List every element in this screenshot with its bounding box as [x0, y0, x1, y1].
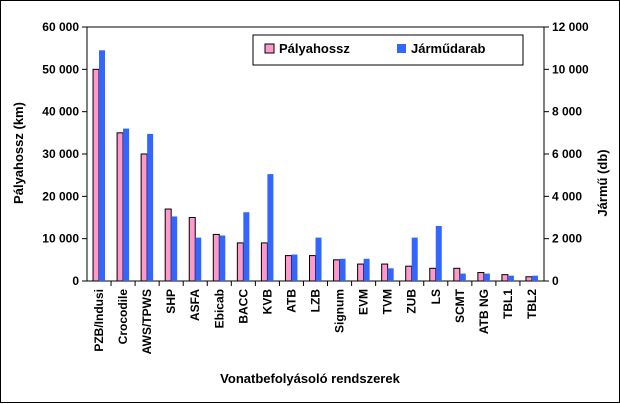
- legend-swatch-palyahossz: [264, 43, 275, 54]
- x-tick-label: EVM: [357, 289, 371, 315]
- bar-palyahossz: [140, 153, 148, 282]
- x-tick-label: Crocodile: [116, 289, 130, 345]
- bar-jarmudarab: [435, 225, 442, 281]
- legend-swatch-jarmudarab: [397, 44, 406, 53]
- y-tick-label-right: 2 000: [552, 232, 582, 246]
- bar-jarmudarab: [243, 212, 250, 281]
- x-tick-label: SCMT: [453, 288, 467, 323]
- bar-palyahossz: [453, 267, 461, 282]
- x-tick-label: PZB/Indusi: [92, 289, 106, 352]
- bar-jarmudarab: [123, 128, 130, 281]
- x-tick-label: Signum: [333, 289, 347, 333]
- legend: Pályahossz Járműdarab: [252, 34, 524, 66]
- x-tick-label: AWS/TPWS: [140, 289, 154, 354]
- bar-jarmudarab: [459, 273, 466, 281]
- bar-jarmudarab: [387, 268, 394, 281]
- x-tick-label: TBL1: [501, 289, 515, 319]
- bar-palyahossz: [405, 265, 413, 282]
- x-tick-label: LS: [429, 289, 443, 304]
- y-tick-label-left: 10 000: [42, 232, 79, 246]
- legend-label-jarmudarab: Járműdarab: [411, 41, 485, 56]
- bar-palyahossz: [477, 272, 485, 282]
- bar-jarmudarab: [147, 133, 154, 281]
- bar-palyahossz: [309, 255, 316, 282]
- y-tick-label-right: 4 000: [552, 189, 582, 203]
- bar-jarmudarab: [171, 216, 178, 281]
- x-tick-label: ASFA: [188, 289, 202, 321]
- y-tick-label-right: 12 000: [552, 20, 589, 34]
- bar-jarmudarab: [195, 237, 202, 281]
- x-tick-label: SHP: [164, 289, 178, 314]
- y-tick-label-right: 0: [552, 274, 559, 288]
- bar-palyahossz: [188, 217, 196, 282]
- bar-jarmudarab: [363, 258, 370, 281]
- bar-palyahossz: [357, 263, 365, 282]
- x-tick-label: ATB NG: [477, 289, 491, 334]
- bar-palyahossz: [429, 267, 437, 282]
- y-tick-label-left: 60 000: [42, 20, 79, 34]
- bar-palyahossz: [501, 274, 509, 282]
- bar-palyahossz: [284, 255, 292, 282]
- bar-jarmudarab: [267, 174, 274, 281]
- bar-palyahossz: [92, 68, 100, 282]
- y-tick-label-left: 40 000: [42, 105, 79, 119]
- x-tick-label: TBL2: [525, 289, 539, 319]
- bar-palyahossz: [260, 242, 268, 282]
- legend-label-palyahossz: Pályahossz: [279, 41, 350, 56]
- bar-jarmudarab: [315, 237, 322, 281]
- legend-box: [252, 34, 524, 66]
- y-tick-label-left: 50 000: [42, 62, 79, 76]
- bar-palyahossz: [381, 263, 389, 282]
- bar-jarmudarab: [99, 50, 106, 282]
- bar-jarmudarab: [411, 237, 418, 281]
- x-tick-label: ATB: [284, 289, 298, 313]
- bar-jarmudarab: [483, 273, 490, 281]
- bar-palyahossz: [212, 233, 220, 282]
- x-tick-label: ZUB: [405, 289, 419, 314]
- x-axis-title: Vonatbefolyásoló rendszerek: [220, 371, 400, 386]
- y-tick-label-left: 0: [72, 274, 79, 288]
- bar-palyahossz: [525, 276, 533, 282]
- bar-jarmudarab: [507, 275, 514, 281]
- y-axis-title-right: Jármű (db): [595, 149, 610, 216]
- y-tick-label-left: 20 000: [42, 189, 79, 203]
- bar-jarmudarab: [339, 258, 346, 281]
- bar-palyahossz: [236, 242, 244, 282]
- y-axis-title-left: Pályahossz (km): [11, 102, 26, 204]
- y-tick-label-right: 6 000: [552, 147, 582, 161]
- x-tick-label: BACC: [236, 289, 250, 324]
- x-tick-label: TVM: [381, 289, 395, 314]
- x-tick-label: Ebicab: [212, 289, 226, 328]
- bar-palyahossz: [333, 259, 341, 282]
- y-tick-label-left: 30 000: [42, 147, 79, 161]
- bar-palyahossz: [116, 132, 124, 282]
- x-tick-label: LZB: [309, 289, 323, 313]
- bar-jarmudarab: [291, 254, 298, 281]
- y-tick-label-right: 8 000: [552, 105, 582, 119]
- x-tick-label: KVB: [260, 289, 274, 315]
- bar-jarmudarab: [531, 275, 538, 281]
- bar-palyahossz: [164, 208, 172, 282]
- bar-jarmudarab: [219, 235, 226, 281]
- y-tick-label-right: 10 000: [552, 62, 589, 76]
